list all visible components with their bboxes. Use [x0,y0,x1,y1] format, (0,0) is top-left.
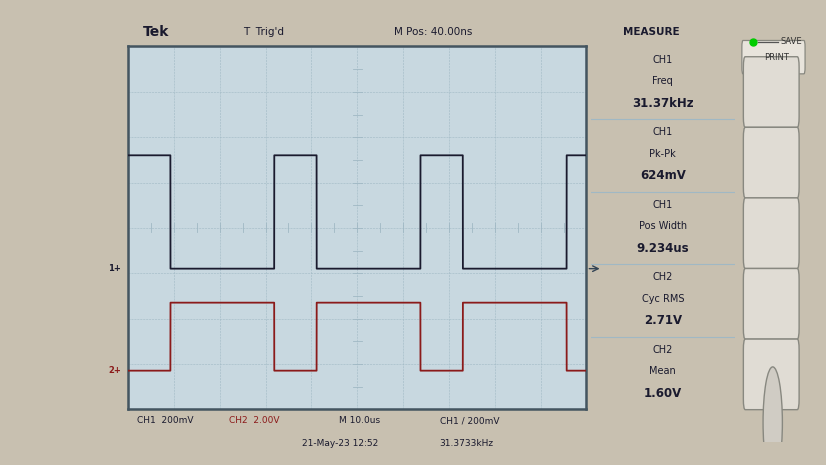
Circle shape [763,367,782,465]
Text: 1+: 1+ [108,264,121,273]
Text: Tek: Tek [143,25,169,39]
Text: Cyc RMS: Cyc RMS [642,294,684,304]
Text: 21-May-23 12:52: 21-May-23 12:52 [302,439,378,448]
Text: 2+: 2+ [108,366,121,375]
Text: T  Trig'd: T Trig'd [243,27,284,37]
Text: MEASURE: MEASURE [623,27,680,37]
Text: CH1: CH1 [653,199,673,210]
Text: 624mV: 624mV [640,169,686,182]
Text: CH2  2.00V: CH2 2.00V [229,417,279,425]
FancyBboxPatch shape [743,127,799,198]
Text: 2.71V: 2.71V [643,314,682,327]
Text: 9.234us: 9.234us [637,242,689,255]
FancyBboxPatch shape [743,268,799,339]
Text: Pos Width: Pos Width [638,221,687,232]
Text: M Pos: 40.00ns: M Pos: 40.00ns [394,27,472,37]
FancyBboxPatch shape [743,198,799,268]
Text: M 10.0us: M 10.0us [339,417,380,425]
Text: Mean: Mean [649,366,676,377]
Text: Pk-Pk: Pk-Pk [649,149,676,159]
Text: 1.60V: 1.60V [643,387,682,400]
FancyBboxPatch shape [743,339,799,410]
Text: Freq: Freq [653,76,673,86]
Text: CH2: CH2 [653,345,673,355]
Text: CH1  200mV: CH1 200mV [137,417,194,425]
Text: 31.3733kHz: 31.3733kHz [439,439,494,448]
Text: 31.37kHz: 31.37kHz [632,97,694,110]
FancyBboxPatch shape [743,57,799,127]
Text: CH1: CH1 [653,127,673,137]
FancyBboxPatch shape [742,40,805,74]
Text: CH1 / 200mV: CH1 / 200mV [439,417,499,425]
Text: CH1: CH1 [653,54,673,65]
Text: CH2: CH2 [653,272,673,282]
Text: SAVE: SAVE [781,37,803,46]
Text: PRINT: PRINT [764,53,789,62]
